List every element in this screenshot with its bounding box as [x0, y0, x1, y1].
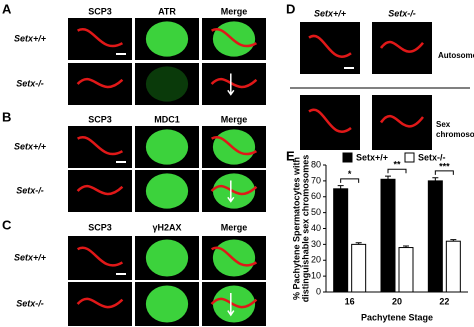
significance-bracket	[340, 178, 360, 183]
chromosome	[210, 246, 258, 267]
column-header: Merge	[221, 6, 248, 16]
bar	[380, 178, 396, 293]
legend-swatch	[404, 152, 415, 163]
y-tick-label: 40	[311, 223, 321, 233]
x-tick-label: 22	[439, 296, 449, 306]
chromosome	[308, 108, 352, 133]
row-label: Setx+/+	[14, 141, 47, 151]
column-header: Merge	[221, 114, 248, 124]
panel-label: D	[286, 1, 295, 16]
arrow	[227, 180, 235, 203]
chromosome	[211, 136, 258, 156]
legend-label: Setx-/-	[418, 152, 446, 162]
row-label: Setx+/+	[14, 252, 47, 262]
chromosome	[76, 246, 124, 267]
error-bar	[337, 185, 344, 189]
y-tick-label: 20	[311, 255, 321, 265]
panel-label: A	[2, 1, 12, 16]
legend-label: Setx+/+	[356, 152, 388, 162]
chromosome	[77, 136, 124, 156]
error-bar	[403, 245, 409, 248]
chromosome	[308, 34, 352, 58]
row-label: Autosomes	[438, 51, 474, 60]
bar	[333, 188, 349, 293]
column-header: Setx+/+	[314, 8, 347, 18]
micrograph	[300, 95, 360, 150]
row-label: Setx-/-	[16, 298, 44, 308]
bar	[398, 247, 414, 293]
column-header: Merge	[221, 222, 248, 232]
nucleus-signal	[145, 66, 189, 102]
y-axis-label: % Pachytene Spermatocytes with	[291, 157, 301, 300]
significance-bracket	[387, 168, 407, 174]
nucleus-signal	[145, 21, 189, 57]
bar	[351, 243, 367, 293]
column-header: ATR	[158, 6, 176, 16]
column-header: MDC1	[154, 114, 180, 124]
column-header: SCP3	[88, 114, 112, 124]
column-header: γH2AX	[152, 222, 181, 232]
chromosome	[77, 28, 124, 48]
significance-label: *	[348, 169, 352, 179]
row-label: Setx+/+	[14, 33, 47, 43]
column-header: Setx-/-	[388, 8, 416, 18]
y-tick-label: 70	[311, 175, 321, 185]
error-bar	[355, 242, 362, 245]
arrow	[227, 293, 235, 317]
nucleus-signal	[145, 129, 189, 165]
chromosome	[379, 40, 424, 53]
chromosome	[210, 77, 258, 89]
chromosome	[76, 77, 124, 89]
column-header: SCP3	[88, 6, 112, 16]
panel-label: E	[286, 148, 295, 163]
significance-bracket	[434, 170, 454, 175]
chromosome	[76, 184, 124, 196]
x-tick-label: 20	[392, 296, 402, 306]
nucleus-signal	[145, 285, 189, 323]
column-header: SCP3	[88, 222, 112, 232]
row-label-box: Sex chromosomes	[436, 120, 474, 139]
error-bar	[385, 175, 391, 180]
arrow	[227, 73, 235, 96]
y-tick-label: 50	[311, 207, 321, 217]
y-tick-label: 10	[311, 271, 321, 281]
legend-swatch	[342, 152, 353, 163]
chromosome	[76, 297, 124, 309]
bar	[427, 180, 443, 293]
row-label: Setx-/-	[16, 78, 44, 88]
row-label: Sex chromosomes	[436, 120, 474, 139]
chromosome	[379, 114, 424, 128]
y-tick-label: 80	[311, 159, 321, 169]
error-bar	[432, 177, 439, 181]
chromosome	[210, 297, 258, 309]
chromosome	[210, 184, 258, 196]
bar	[445, 240, 461, 293]
error-bar	[450, 239, 457, 242]
nucleus-signal	[145, 173, 189, 209]
y-tick-label: 0	[316, 286, 321, 296]
panel-label: B	[2, 109, 11, 124]
nucleus-signal	[145, 239, 189, 277]
chromosome	[211, 28, 258, 48]
significance-label: **	[393, 160, 401, 170]
y-tick-label: 30	[311, 239, 321, 249]
row-label: Setx-/-	[16, 185, 44, 195]
x-tick-label: 16	[345, 296, 355, 306]
y-tick-label: 60	[311, 191, 321, 201]
x-axis-label: Pachytene Stage	[361, 312, 433, 322]
y-axis-label: distinguishable sex chromosomes	[300, 155, 310, 303]
significance-label: ***	[439, 161, 450, 171]
panel-label: C	[2, 217, 12, 232]
